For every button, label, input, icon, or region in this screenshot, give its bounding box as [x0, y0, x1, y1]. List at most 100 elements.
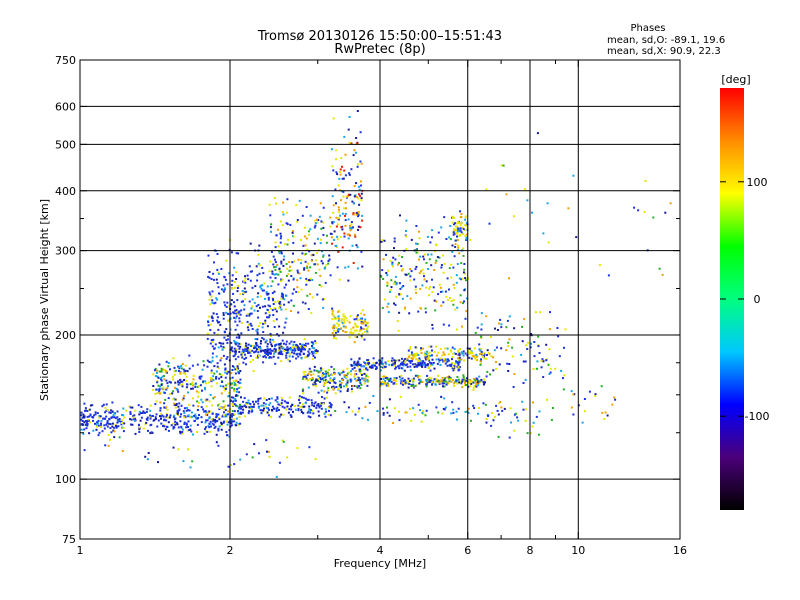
data-point	[174, 406, 177, 409]
data-point	[435, 380, 438, 383]
data-point	[287, 348, 290, 351]
data-point	[404, 382, 407, 385]
data-point	[344, 266, 347, 269]
data-point	[490, 424, 493, 427]
data-point	[232, 311, 235, 314]
data-point	[392, 265, 394, 268]
data-point	[302, 405, 305, 408]
data-point	[314, 219, 317, 222]
data-point	[235, 424, 237, 427]
data-point	[401, 256, 404, 258]
data-point	[134, 409, 137, 412]
data-point	[278, 269, 281, 272]
data-point	[260, 404, 263, 407]
data-point	[459, 348, 461, 350]
data-point	[469, 350, 472, 353]
data-point	[395, 383, 398, 386]
data-point	[255, 329, 258, 332]
data-point	[229, 312, 232, 315]
data-point	[274, 258, 276, 261]
data-point	[444, 290, 447, 293]
data-point	[279, 237, 282, 240]
data-point	[207, 425, 210, 427]
data-point	[154, 392, 157, 395]
data-point	[205, 411, 208, 414]
data-point	[265, 349, 268, 352]
data-point	[186, 383, 188, 386]
data-point	[369, 366, 371, 368]
data-point	[109, 427, 112, 430]
data-point	[227, 404, 230, 407]
data-point	[347, 128, 350, 131]
data-point	[327, 406, 330, 409]
data-point	[240, 300, 243, 303]
data-point	[547, 363, 550, 366]
data-point	[336, 266, 339, 269]
data-point	[257, 402, 260, 405]
data-point	[418, 359, 421, 362]
data-point	[386, 281, 389, 284]
data-point	[352, 154, 355, 157]
data-point	[163, 375, 165, 377]
data-point	[246, 346, 249, 349]
data-point	[330, 365, 333, 368]
data-point	[280, 260, 283, 263]
data-point	[334, 392, 337, 395]
data-point	[159, 409, 162, 412]
data-point	[261, 305, 264, 308]
data-point	[241, 405, 244, 408]
data-point	[272, 299, 275, 302]
data-point	[346, 379, 349, 382]
data-point	[273, 197, 276, 199]
data-point	[232, 418, 235, 421]
data-point	[149, 432, 152, 435]
data-point	[283, 350, 286, 352]
data-point	[293, 341, 296, 343]
data-point	[304, 378, 307, 381]
data-point	[226, 334, 229, 337]
data-point	[101, 430, 104, 433]
data-point	[346, 319, 349, 322]
data-point	[288, 353, 291, 355]
data-point	[318, 284, 321, 286]
data-point	[241, 411, 244, 414]
data-point	[100, 422, 102, 425]
data-point	[230, 418, 233, 421]
data-point	[470, 382, 473, 385]
data-point	[281, 439, 284, 442]
data-point	[430, 362, 433, 365]
data-point	[340, 319, 343, 322]
data-point	[421, 268, 424, 271]
data-point	[446, 364, 449, 367]
data-point	[111, 416, 114, 419]
data-point	[433, 367, 436, 370]
data-point	[358, 385, 361, 387]
data-point	[319, 242, 322, 245]
data-point	[448, 236, 451, 239]
data-point	[430, 354, 433, 357]
data-point	[364, 380, 367, 383]
data-point	[204, 399, 207, 402]
data-point	[439, 357, 442, 360]
data-point	[245, 363, 247, 366]
data-point	[109, 438, 111, 441]
data-point	[162, 425, 164, 427]
data-point	[458, 357, 461, 359]
data-point	[226, 434, 229, 437]
data-point	[399, 214, 401, 217]
data-point	[287, 411, 290, 414]
data-point	[291, 346, 294, 349]
data-point	[235, 394, 238, 397]
data-point	[290, 269, 293, 272]
data-point	[604, 411, 607, 414]
data-point	[457, 407, 460, 410]
data-point	[169, 368, 171, 371]
data-point	[253, 347, 256, 350]
data-point	[399, 293, 402, 296]
data-point	[258, 272, 261, 275]
data-point	[236, 342, 239, 345]
data-point	[209, 410, 212, 413]
data-point	[498, 322, 500, 325]
data-point	[305, 237, 308, 240]
data-point	[288, 360, 291, 363]
